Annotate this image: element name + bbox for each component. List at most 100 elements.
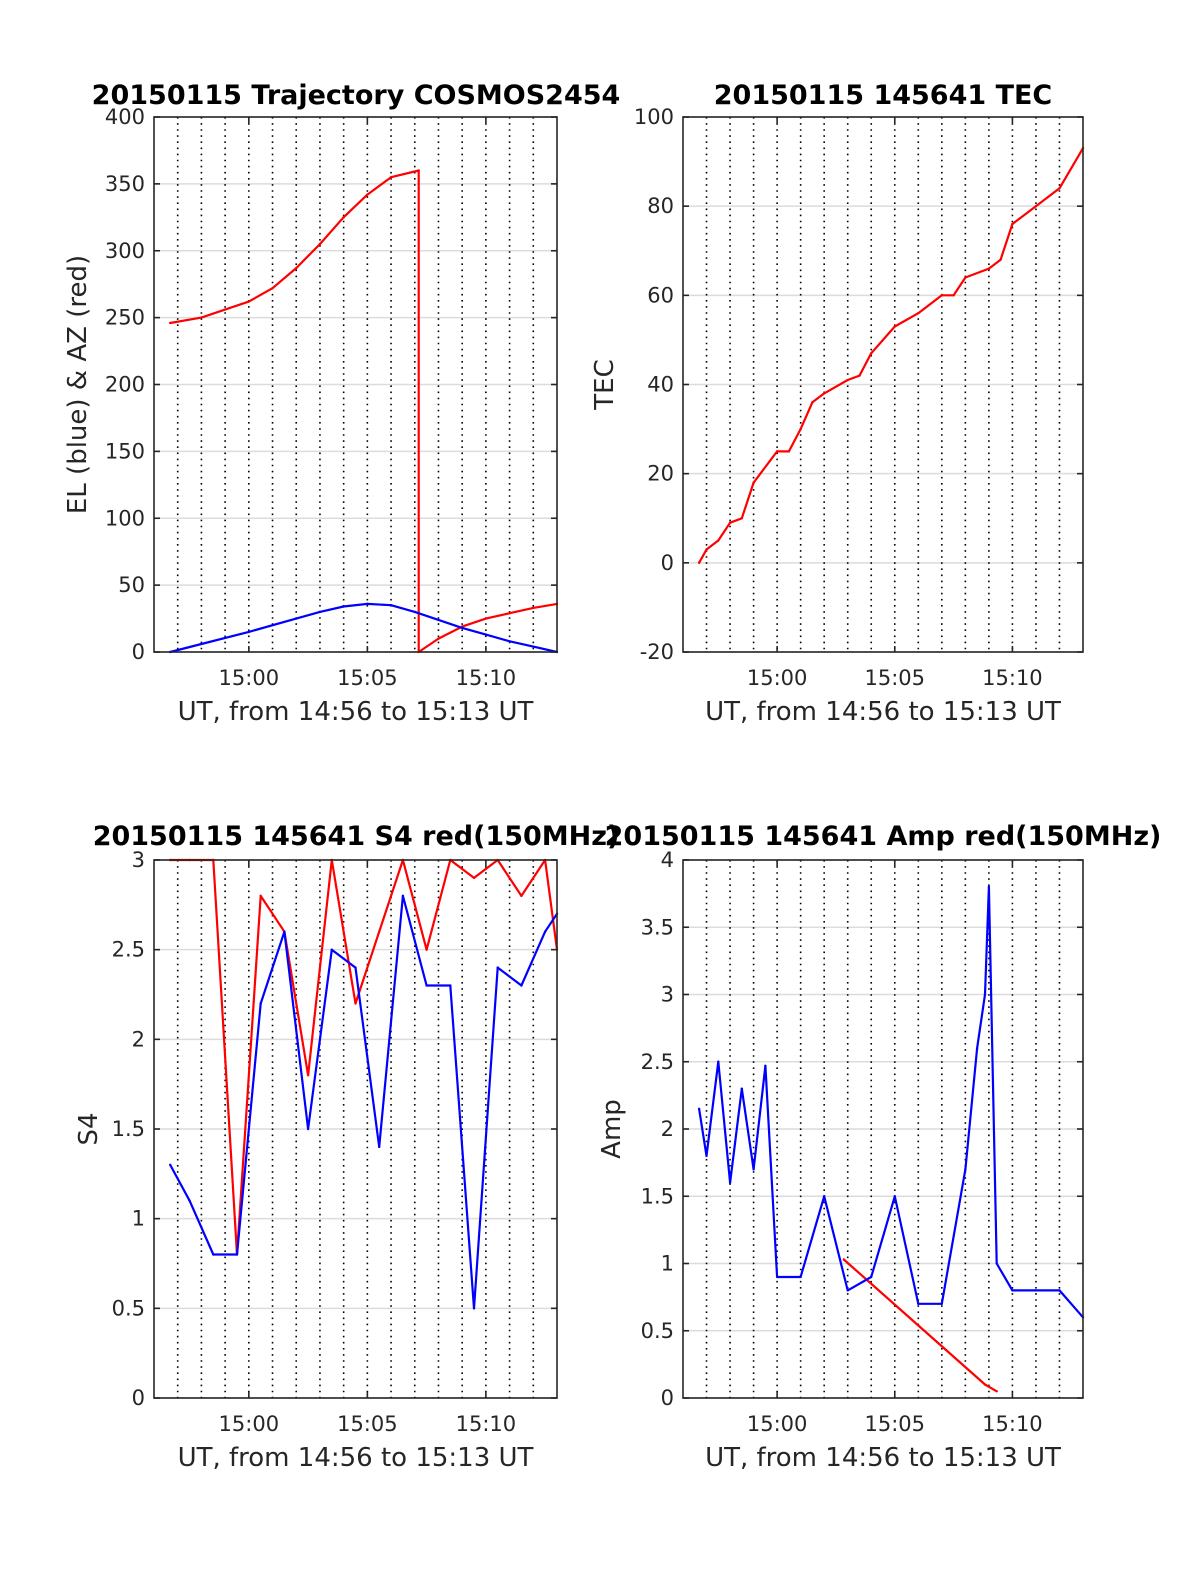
- data-point: [728, 521, 732, 524]
- data-point: [306, 1074, 310, 1077]
- data-point: [354, 966, 357, 969]
- data-point: [200, 642, 203, 646]
- y-tick-label: 0: [132, 1386, 145, 1410]
- series-line-blue: [698, 885, 1084, 1319]
- data-point: [846, 1289, 849, 1292]
- data-point: [437, 618, 440, 622]
- data-point: [378, 930, 381, 933]
- data-point: [354, 1002, 357, 1005]
- data-point: [940, 1302, 944, 1306]
- data-point: [983, 1383, 987, 1386]
- data-point: [983, 993, 987, 996]
- y-tick-label: 3.5: [641, 915, 674, 939]
- data-point: [401, 894, 405, 898]
- y-tick-label: 1.5: [112, 1117, 145, 1141]
- x-tick-label: 15:05: [337, 1412, 398, 1436]
- data-point: [378, 1145, 381, 1149]
- data-point: [811, 401, 814, 404]
- series-line-blue: [169, 894, 558, 1310]
- data-point: [697, 561, 701, 565]
- y-tick-label: 50: [118, 573, 145, 597]
- x-tick-label: 15:00: [747, 666, 808, 690]
- data-point: [342, 216, 345, 219]
- data-point: [995, 1390, 998, 1393]
- data-point: [472, 876, 476, 880]
- data-point: [987, 885, 991, 889]
- data-point: [532, 645, 535, 648]
- data-point: [168, 321, 172, 325]
- data-point: [1034, 204, 1038, 208]
- x-tick-label: 15:00: [219, 1412, 280, 1436]
- data-point: [799, 1275, 802, 1279]
- data-point: [318, 242, 322, 246]
- data-point: [893, 1195, 896, 1198]
- data-point: [1058, 187, 1061, 190]
- data-point: [389, 603, 393, 607]
- data-point: [342, 605, 345, 608]
- y-axis-label: Amp: [597, 1099, 627, 1159]
- y-tick-label: -20: [640, 640, 674, 664]
- data-point: [295, 617, 298, 620]
- data-point: [752, 1168, 755, 1171]
- data-point: [508, 640, 511, 643]
- x-tick-label: 15:05: [864, 1412, 925, 1436]
- data-point: [995, 1262, 998, 1265]
- y-tick-label: 400: [105, 105, 145, 129]
- data-point: [697, 1107, 701, 1111]
- x-axis-label: UT, from 14:56 to 15:13 UT: [178, 697, 534, 727]
- y-axis-label: EL (blue) & AZ (red): [63, 255, 93, 514]
- data-point: [437, 637, 440, 640]
- data-point: [235, 1253, 239, 1256]
- y-tick-label: 0: [661, 1386, 674, 1410]
- data-point: [1058, 1289, 1061, 1292]
- data-point: [484, 633, 488, 636]
- data-point: [705, 1154, 708, 1158]
- data-point: [425, 984, 428, 987]
- series-line-red: [170, 858, 559, 1256]
- data-point: [764, 1064, 767, 1067]
- data-point: [520, 984, 523, 987]
- data-point: [200, 316, 203, 319]
- data-point: [271, 287, 274, 290]
- data-point: [842, 1258, 845, 1261]
- data-point: [975, 1047, 979, 1050]
- y-tick-label: 0.5: [112, 1296, 145, 1320]
- y-tick-label: 60: [647, 283, 674, 307]
- y-tick-label: 150: [105, 439, 145, 463]
- y-axis-label: TEC: [590, 359, 620, 410]
- chart-panel-3: 0 0.5 1 1.5 2 2.5 3 15:00 15:05 15:10 20150115 145…: [74, 821, 619, 1473]
- data-point: [543, 930, 547, 933]
- data-point: [247, 630, 251, 634]
- series-line-red: [170, 169, 558, 654]
- series-line-blue: [169, 602, 558, 654]
- y-tick-label: 2: [132, 1027, 145, 1051]
- y-tick-label: 3: [132, 848, 145, 872]
- y-tick-label: 20: [647, 462, 674, 486]
- y-tick-label: 2.5: [112, 938, 145, 962]
- data-point: [417, 169, 420, 172]
- data-point: [987, 267, 991, 270]
- data-point: [1011, 1289, 1014, 1292]
- data-point: [247, 300, 251, 303]
- data-point: [952, 294, 955, 297]
- data-point: [822, 392, 826, 395]
- x-tick-label: 15:10: [456, 1412, 517, 1436]
- y-tick-label: 1: [132, 1207, 145, 1231]
- data-point: [822, 1195, 826, 1198]
- x-tick-label: 15:05: [864, 666, 925, 690]
- y-tick-label: 40: [647, 373, 674, 397]
- y-tick-label: 350: [105, 172, 145, 196]
- data-point: [472, 1307, 476, 1310]
- data-point: [775, 1275, 779, 1279]
- data-point: [366, 193, 369, 196]
- x-tick-label: 15:10: [982, 666, 1043, 690]
- data-point: [728, 1181, 732, 1185]
- data-point: [413, 610, 416, 614]
- data-point: [318, 610, 322, 614]
- y-tick-label: 100: [105, 506, 145, 530]
- data-point: [520, 894, 523, 898]
- y-tick-label: 2.5: [641, 1050, 674, 1074]
- chart-title: 20150115 145641 TEC: [714, 80, 1053, 111]
- y-tick-label: 0: [661, 551, 674, 575]
